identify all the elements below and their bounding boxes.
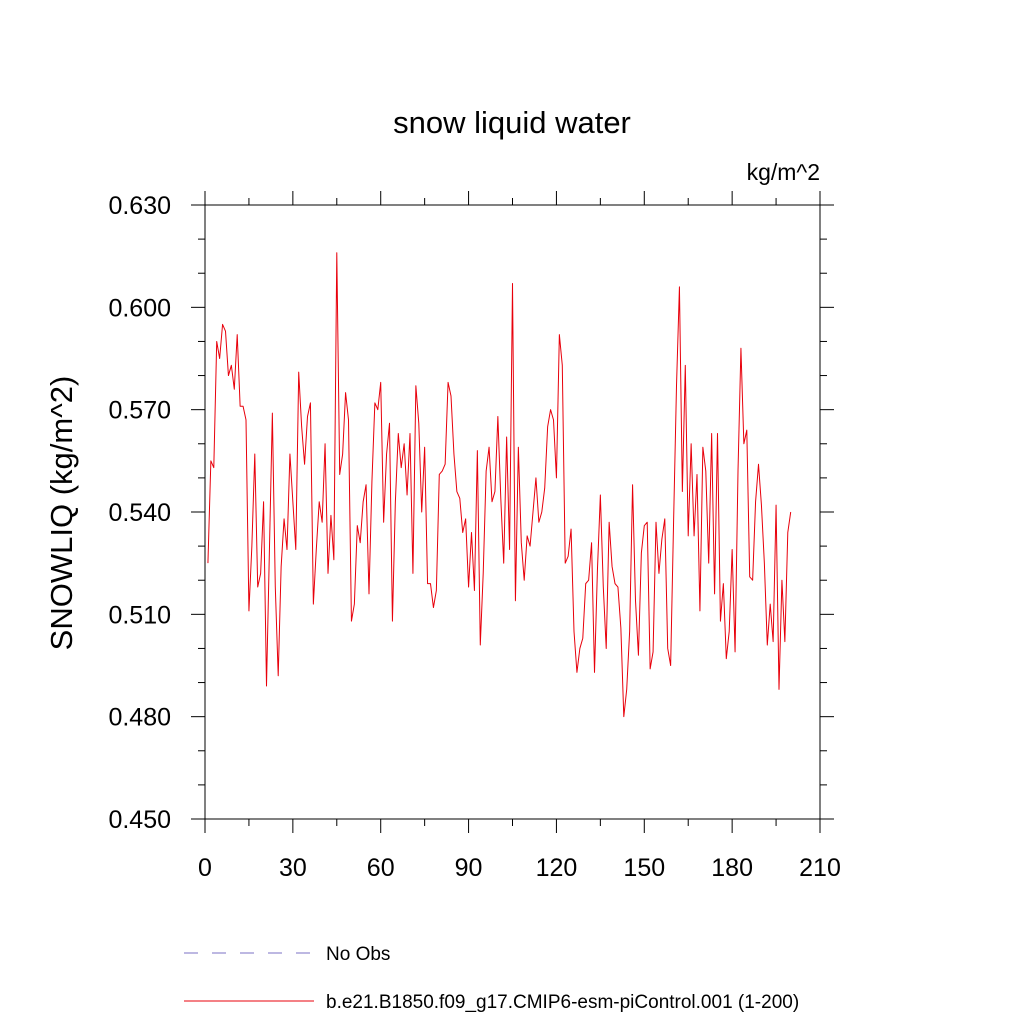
y-tick-label: 0.510: [108, 601, 171, 629]
x-tick-label: 150: [623, 854, 665, 882]
x-tick-label: 90: [455, 854, 483, 882]
y-axis-title: SNOWLIQ (kg/m^2): [44, 376, 79, 651]
y-tick-label: 0.570: [108, 397, 171, 425]
y-tick-label: 0.630: [108, 192, 171, 220]
axis-tick-labels: 0 30 60 90 120 150 180 210 0.450 0.480 0.510 0.540 0…: [108, 192, 840, 882]
chart-title: snow liquid water: [393, 105, 631, 140]
x-tick-label: 60: [367, 854, 395, 882]
units-label: kg/m^2: [747, 159, 820, 185]
x-tick-label: 120: [536, 854, 578, 882]
data-series: [207, 252, 792, 718]
y-tick-label: 0.480: [108, 704, 171, 732]
legend-label: No Obs: [326, 944, 390, 965]
x-tick-label: 180: [711, 854, 753, 882]
x-tick-label: 210: [799, 854, 841, 882]
axis-ticks: [191, 191, 834, 833]
y-tick-label: 0.450: [108, 806, 171, 834]
y-tick-label: 0.540: [108, 499, 171, 527]
y-tick-label: 0.600: [108, 294, 171, 322]
legend: No Obs b.e21.B1850.f09_g17.CMIP6-esm-piCo…: [184, 944, 799, 1013]
plot-frame: [204, 204, 821, 820]
legend-label: b.e21.B1850.f09_g17.CMIP6-esm-piControl.…: [326, 992, 799, 1013]
series-line: [207, 252, 792, 718]
x-tick-label: 30: [279, 854, 307, 882]
x-tick-label: 0: [198, 854, 212, 882]
